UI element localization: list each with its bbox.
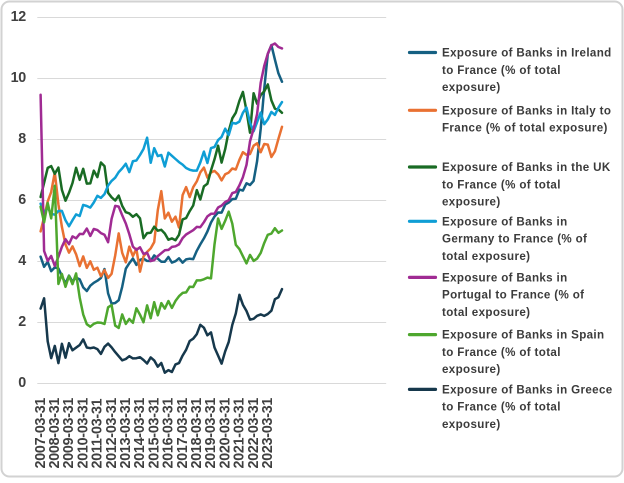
svg-text:2008-03-31: 2008-03-31 [47, 398, 63, 469]
svg-text:2021-03-31: 2021-03-31 [232, 398, 248, 469]
svg-text:to France (% of total: to France (% of total [442, 346, 561, 359]
svg-text:2018-03-31: 2018-03-31 [189, 398, 205, 469]
svg-text:to France (% of total: to France (% of total [442, 401, 561, 414]
svg-text:2023-03-31: 2023-03-31 [260, 398, 276, 469]
svg-text:2020-03-31: 2020-03-31 [217, 398, 233, 469]
svg-text:8: 8 [18, 131, 26, 147]
svg-text:2015-03-31: 2015-03-31 [146, 398, 162, 469]
svg-text:exposure): exposure) [442, 418, 501, 431]
svg-text:2022-03-31: 2022-03-31 [246, 398, 262, 469]
svg-text:exposure): exposure) [442, 363, 501, 376]
svg-text:France (% of total exposure): France (% of total exposure) [442, 122, 608, 135]
svg-text:Exposure of Banks in Greece: Exposure of Banks in Greece [442, 383, 613, 396]
svg-text:Exposure of Banks in: Exposure of Banks in [442, 271, 568, 284]
svg-text:2014-03-31: 2014-03-31 [132, 398, 148, 469]
svg-text:exposure): exposure) [442, 196, 501, 209]
svg-text:2010-03-31: 2010-03-31 [75, 398, 91, 469]
svg-text:Exposure of Banks in the UK: Exposure of Banks in the UK [442, 161, 611, 174]
svg-text:2016-03-31: 2016-03-31 [161, 398, 177, 469]
svg-text:2007-03-31: 2007-03-31 [33, 398, 49, 469]
svg-text:2013-03-31: 2013-03-31 [118, 398, 134, 469]
svg-text:Exposure of Banks in Spain: Exposure of Banks in Spain [442, 329, 604, 342]
svg-text:2011-03-31: 2011-03-31 [90, 398, 106, 468]
svg-text:12: 12 [11, 9, 27, 25]
svg-text:Portugal to France (% of: Portugal to France (% of [442, 289, 584, 302]
svg-text:Exposure of Banks in Italy to: Exposure of Banks in Italy to [442, 104, 611, 117]
svg-text:2017-03-31: 2017-03-31 [175, 398, 191, 469]
svg-text:Exposure of Banks in: Exposure of Banks in [442, 215, 568, 228]
svg-text:10: 10 [11, 70, 27, 86]
svg-text:2012-03-31: 2012-03-31 [104, 398, 120, 469]
svg-text:0: 0 [18, 375, 26, 391]
svg-text:to France (% of total: to France (% of total [442, 178, 561, 191]
svg-text:2: 2 [18, 314, 26, 330]
svg-text:Exposure of Banks in Ireland: Exposure of Banks in Ireland [442, 47, 612, 60]
svg-text:Germany to France (% of: Germany to France (% of [442, 233, 587, 246]
svg-text:total exposure): total exposure) [442, 250, 530, 263]
svg-text:2019-03-31: 2019-03-31 [203, 398, 219, 469]
svg-text:6: 6 [18, 192, 26, 208]
svg-text:total exposure): total exposure) [442, 306, 530, 319]
svg-text:4: 4 [18, 253, 26, 269]
svg-text:exposure): exposure) [442, 81, 501, 94]
svg-text:2009-03-31: 2009-03-31 [61, 398, 77, 469]
svg-text:to France (% of total: to France (% of total [442, 64, 561, 77]
